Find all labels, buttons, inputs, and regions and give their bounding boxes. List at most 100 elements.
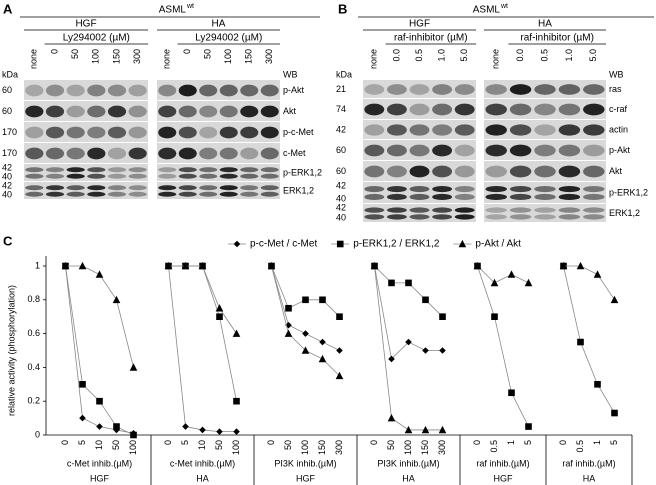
- blot-band: [66, 105, 85, 118]
- kda-label: 42: [2, 180, 12, 190]
- blot-band: [219, 147, 238, 160]
- blot-band: [534, 214, 556, 220]
- group-label: PI3K inhib.(µM): [377, 458, 439, 468]
- blot-band: [45, 185, 65, 191]
- blot-band: [583, 207, 605, 213]
- blot-band: [454, 193, 475, 201]
- blot-band: [534, 185, 556, 193]
- blot-band: [128, 105, 147, 118]
- panel-label: B: [338, 1, 347, 16]
- x-tick-label: 100: [300, 440, 310, 455]
- wb-header: WB: [609, 69, 624, 79]
- blot-band: [432, 214, 453, 220]
- y-tick-label: 0.8: [27, 294, 40, 304]
- blot-band: [178, 84, 197, 97]
- x-tick-label: 0: [369, 440, 379, 445]
- blot-band: [107, 147, 127, 160]
- x-tick-label: 0: [558, 440, 568, 445]
- series-line: [477, 265, 529, 284]
- x-tick-label: 10: [94, 440, 104, 450]
- blot-band: [558, 165, 581, 178]
- data-point: [507, 270, 516, 278]
- series-line: [65, 265, 134, 368]
- blot-band: [158, 147, 177, 160]
- data-point: [508, 389, 515, 397]
- blot-band: [364, 185, 385, 193]
- kda-label: 170: [2, 148, 17, 158]
- blot-band: [386, 103, 407, 116]
- legend-marker: [233, 240, 241, 248]
- cell-line-sup: wt: [186, 3, 194, 10]
- x-tick-label: 5: [77, 440, 87, 445]
- group-label: raf inhib.(µM): [562, 458, 615, 468]
- data-point: [524, 278, 533, 287]
- y-tick-label: 0: [35, 429, 40, 439]
- blot-band: [199, 167, 218, 173]
- lane-label: 0.0: [391, 49, 401, 62]
- series-line: [271, 265, 340, 351]
- blot-band: [128, 84, 147, 97]
- blot-band: [219, 84, 238, 97]
- series-line: [168, 265, 237, 334]
- blot-band: [432, 124, 453, 136]
- series-line: [374, 265, 443, 431]
- blot-band: [485, 103, 507, 116]
- blot-band: [87, 147, 106, 160]
- data-point: [473, 261, 482, 270]
- blot-band: [107, 167, 127, 173]
- blot-band: [558, 193, 581, 201]
- blot-band: [199, 84, 218, 97]
- kda-label: 40: [2, 171, 12, 181]
- data-point: [216, 313, 223, 320]
- data-point: [199, 426, 206, 434]
- lane-label: 300: [132, 49, 142, 64]
- blot-band: [45, 147, 65, 160]
- row-label: ras: [609, 84, 622, 94]
- blot-band: [558, 103, 581, 116]
- blot-band: [558, 84, 581, 95]
- lane-label: 5.0: [459, 49, 469, 62]
- group-label: raf inhib.(µM): [476, 458, 529, 468]
- data-point: [198, 261, 207, 270]
- blot-band: [66, 84, 85, 97]
- blot-background: [157, 164, 280, 181]
- blot-band: [509, 124, 532, 136]
- blot-band: [386, 214, 407, 220]
- blot-band: [128, 191, 147, 197]
- y-axis-title: relative activity (phosphorylation): [6, 285, 16, 416]
- blot-band: [66, 185, 85, 191]
- blot-band: [386, 193, 407, 201]
- blot-band: [454, 214, 475, 220]
- kda-label: 60: [336, 145, 346, 155]
- lane-label: 1.0: [564, 49, 574, 62]
- blot-band: [158, 126, 177, 139]
- data-point: [267, 261, 276, 270]
- blot-band: [409, 144, 430, 157]
- group-name: HA: [538, 19, 552, 30]
- blot-band: [45, 84, 65, 97]
- blot-band: [260, 191, 279, 197]
- blot-band: [432, 144, 453, 157]
- series-line: [563, 265, 615, 301]
- row-label: ERK1,2: [283, 185, 314, 195]
- data-point: [439, 347, 446, 354]
- blot-band: [45, 191, 65, 197]
- blot-band: [454, 185, 475, 193]
- data-point: [61, 261, 70, 270]
- blot-band: [45, 105, 65, 118]
- blot-background: [24, 182, 148, 199]
- x-tick-label: 10: [197, 440, 207, 450]
- group-condition: HGF: [90, 473, 110, 483]
- blot-background: [363, 80, 476, 98]
- data-point: [559, 261, 568, 270]
- blot-band: [558, 214, 581, 220]
- x-tick-label: 50: [111, 440, 121, 450]
- data-point: [78, 261, 87, 270]
- blot-band: [128, 147, 147, 160]
- data-point: [164, 261, 173, 270]
- lane-label: 150: [244, 49, 254, 64]
- lane-label: 1.0: [436, 49, 446, 62]
- lane-label: 50: [70, 49, 80, 59]
- x-tick-label: 300: [437, 440, 447, 455]
